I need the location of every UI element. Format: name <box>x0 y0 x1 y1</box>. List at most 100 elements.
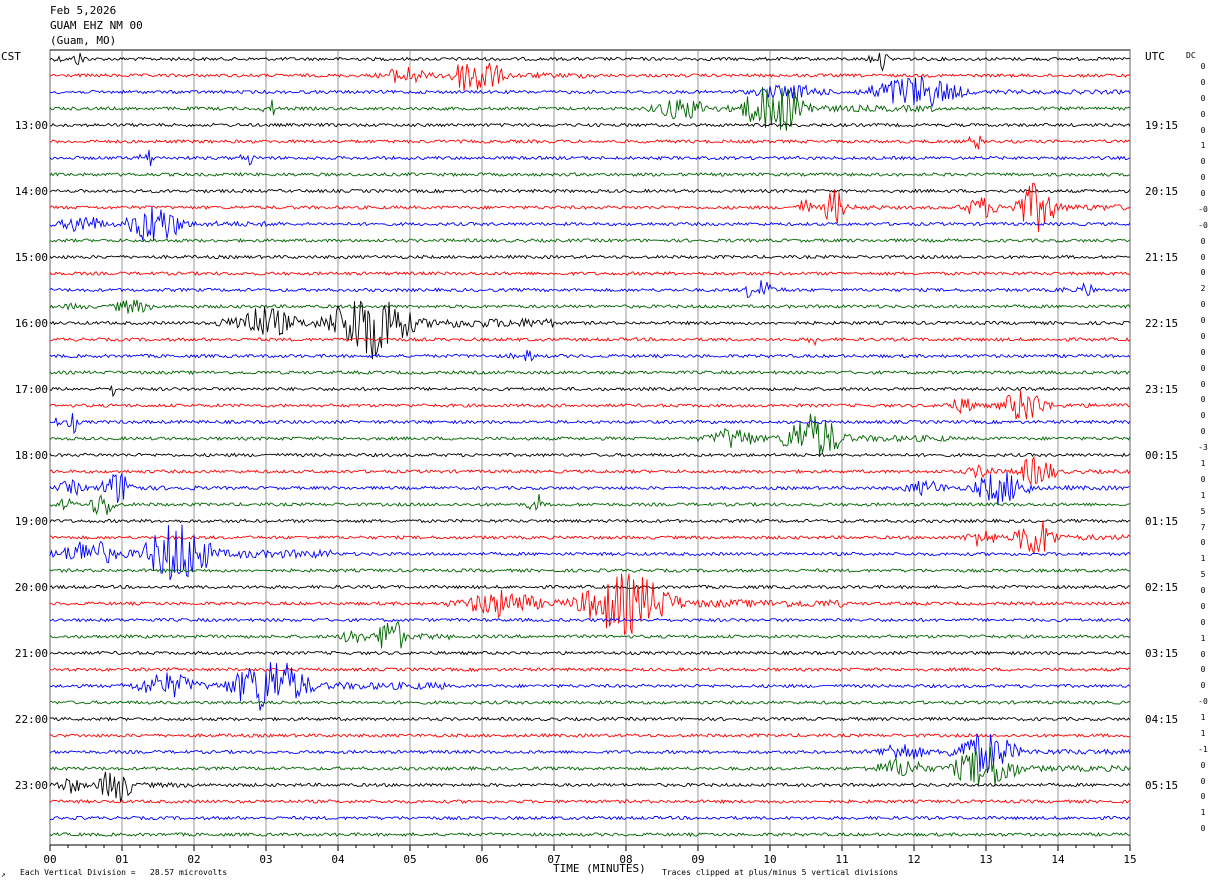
seismic-trace <box>49 270 1131 277</box>
seismic-trace <box>49 455 1131 486</box>
x-axis-title: TIME (MINUTES) <box>553 862 646 875</box>
seismic-trace <box>49 280 1131 298</box>
x-tick-label: 11 <box>835 853 849 866</box>
seismic-trace <box>49 662 1131 711</box>
dc-offset-value: 0 <box>1200 252 1206 262</box>
x-tick-label: 15 <box>1123 853 1137 866</box>
dc-offset-value: 0 <box>1200 649 1206 659</box>
x-tick-label: 08 <box>619 853 633 866</box>
x-tick-label: 12 <box>907 853 921 866</box>
x-tick-label: 10 <box>763 853 777 866</box>
x-tick-label: 14 <box>1051 853 1065 866</box>
dc-offset-value: 1 <box>1200 554 1206 564</box>
seismic-trace <box>49 518 1131 524</box>
dc-offset-value: 1 <box>1200 141 1206 151</box>
seismic-trace <box>49 149 1131 167</box>
x-tick-label: 02 <box>187 853 201 866</box>
dc-offset-value: 1 <box>1200 490 1206 500</box>
seismic-trace <box>49 733 1131 774</box>
seismic-trace <box>49 567 1131 574</box>
dc-offset-value: 0 <box>1200 601 1206 611</box>
left-timezone-label: CST <box>1 50 21 63</box>
dc-offset-value: -1 <box>1198 744 1208 754</box>
seismic-trace <box>49 584 1130 590</box>
right-hour-label: 21:15 <box>1145 251 1179 264</box>
seismic-trace <box>49 237 1131 244</box>
dc-offset-value: 0 <box>1200 760 1206 770</box>
dc-offset-value: 0 <box>1200 316 1206 326</box>
dc-offset-value: 0 <box>1200 157 1206 167</box>
seismic-trace <box>49 75 1131 109</box>
dc-offset-value: 0 <box>1200 268 1206 278</box>
seismic-trace <box>49 413 1131 456</box>
seismic-trace <box>50 699 1131 705</box>
seismic-trace <box>49 385 1131 398</box>
seismic-trace <box>49 62 1131 92</box>
dc-offset-value: 0 <box>1200 665 1206 675</box>
seismic-trace <box>49 171 1131 178</box>
dc-offset-value: 0 <box>1200 347 1206 357</box>
seismic-trace <box>49 135 1131 150</box>
seismic-trace <box>49 349 1131 362</box>
corner-mark: ↗ <box>1 870 6 879</box>
dc-offset-value: -0 <box>1198 697 1208 707</box>
right-hour-label: 19:15 <box>1145 119 1179 132</box>
seismic-trace <box>49 300 1131 360</box>
dc-offset-value: 5 <box>1200 506 1206 516</box>
right-hour-label: 22:15 <box>1145 317 1179 330</box>
dc-offset-value: 0 <box>1200 427 1206 437</box>
right-hour-label: 01:15 <box>1145 515 1179 528</box>
date-label: Feb 5,2026 <box>50 4 117 17</box>
right-hour-label: 02:15 <box>1145 581 1179 594</box>
x-tick-label: 07 <box>547 853 561 866</box>
seismic-trace <box>49 413 1131 435</box>
seismic-trace <box>49 524 1131 581</box>
seismic-trace <box>49 732 1131 738</box>
left-hour-label: 22:00 <box>14 713 48 726</box>
dc-offset-value: 1 <box>1200 459 1206 468</box>
seismic-trace <box>49 122 1131 128</box>
seismic-trace <box>49 493 1131 516</box>
x-tick-label: 04 <box>331 853 345 866</box>
plot-frame <box>49 49 1131 846</box>
dc-offset-value: 0 <box>1200 77 1206 87</box>
left-hour-label: 16:00 <box>14 317 48 330</box>
location-label: (Guam, MO) <box>50 34 117 47</box>
dc-offset-value: 5 <box>1200 570 1206 580</box>
seismic-trace <box>49 747 1131 787</box>
right-hour-label: 23:15 <box>1145 383 1179 396</box>
right-timezone-label: UTC <box>1145 50 1165 63</box>
dc-offset-value: -3 <box>1198 443 1208 453</box>
dc-offset-value: 1 <box>1200 728 1206 738</box>
right-hour-label: 20:15 <box>1145 185 1179 198</box>
dc-offset-value: 1 <box>1200 808 1206 818</box>
left-hour-label: 18:00 <box>14 449 48 462</box>
dc-offset-value: 0 <box>1200 474 1206 484</box>
left-hour-label: 14:00 <box>14 185 48 198</box>
right-hour-label: 03:15 <box>1145 647 1179 660</box>
seismic-trace <box>49 206 1131 241</box>
seismic-trace <box>49 831 1131 838</box>
seismic-trace <box>49 620 1131 649</box>
dc-offset-value: 0 <box>1200 93 1206 103</box>
seismic-trace <box>49 452 1131 458</box>
dc-offset-value: 0 <box>1200 189 1206 199</box>
seismic-trace <box>49 798 1131 805</box>
dc-offset-value: 0 <box>1200 109 1206 119</box>
dc-offset-value: 0 <box>1200 331 1206 341</box>
right-hour-label: 04:15 <box>1145 713 1179 726</box>
dc-offset-value: 0 <box>1200 411 1206 421</box>
dc-offset-value: -0 <box>1198 220 1208 230</box>
x-tick-label: 06 <box>475 853 489 866</box>
dc-offset-value: 0 <box>1200 236 1206 246</box>
dc-offset-value: 0 <box>1200 586 1206 596</box>
seismic-trace <box>49 52 1131 72</box>
dc-offset-value: 0 <box>1200 681 1206 691</box>
left-hour-label: 17:00 <box>14 383 48 396</box>
x-tick-label: 09 <box>691 853 705 866</box>
right-hour-label: 00:15 <box>1145 449 1179 462</box>
x-tick-label: 01 <box>115 853 129 866</box>
seismic-trace <box>49 650 1131 656</box>
seismic-trace <box>50 573 1131 635</box>
